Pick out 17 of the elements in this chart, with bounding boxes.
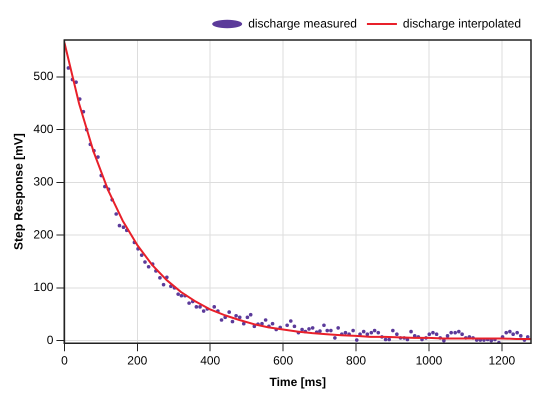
x-tick-label: 600 (273, 354, 294, 368)
y-tick-label: 100 (33, 280, 54, 294)
y-tick-label: 500 (33, 69, 54, 84)
x-tick-label: 400 (200, 354, 221, 368)
x-tick-label: 800 (346, 354, 366, 368)
x-tick-label: 1000 (416, 354, 443, 368)
y-tick-label: 300 (33, 174, 54, 189)
y-tick-label: 0 (46, 332, 54, 347)
x-axis-title: Time [ms] (269, 375, 326, 390)
x-tick-label: 0 (61, 354, 68, 368)
y-tick-label: 200 (33, 227, 54, 242)
legend-label: discharge interpolated (402, 16, 521, 30)
legend-label: discharge measured (248, 16, 357, 30)
y-tick-label: 400 (33, 122, 54, 136)
x-tick-label: 200 (127, 354, 148, 368)
y-axis-title: Step Response [mV] (12, 133, 26, 250)
x-tick-label: 1200 (488, 354, 516, 368)
